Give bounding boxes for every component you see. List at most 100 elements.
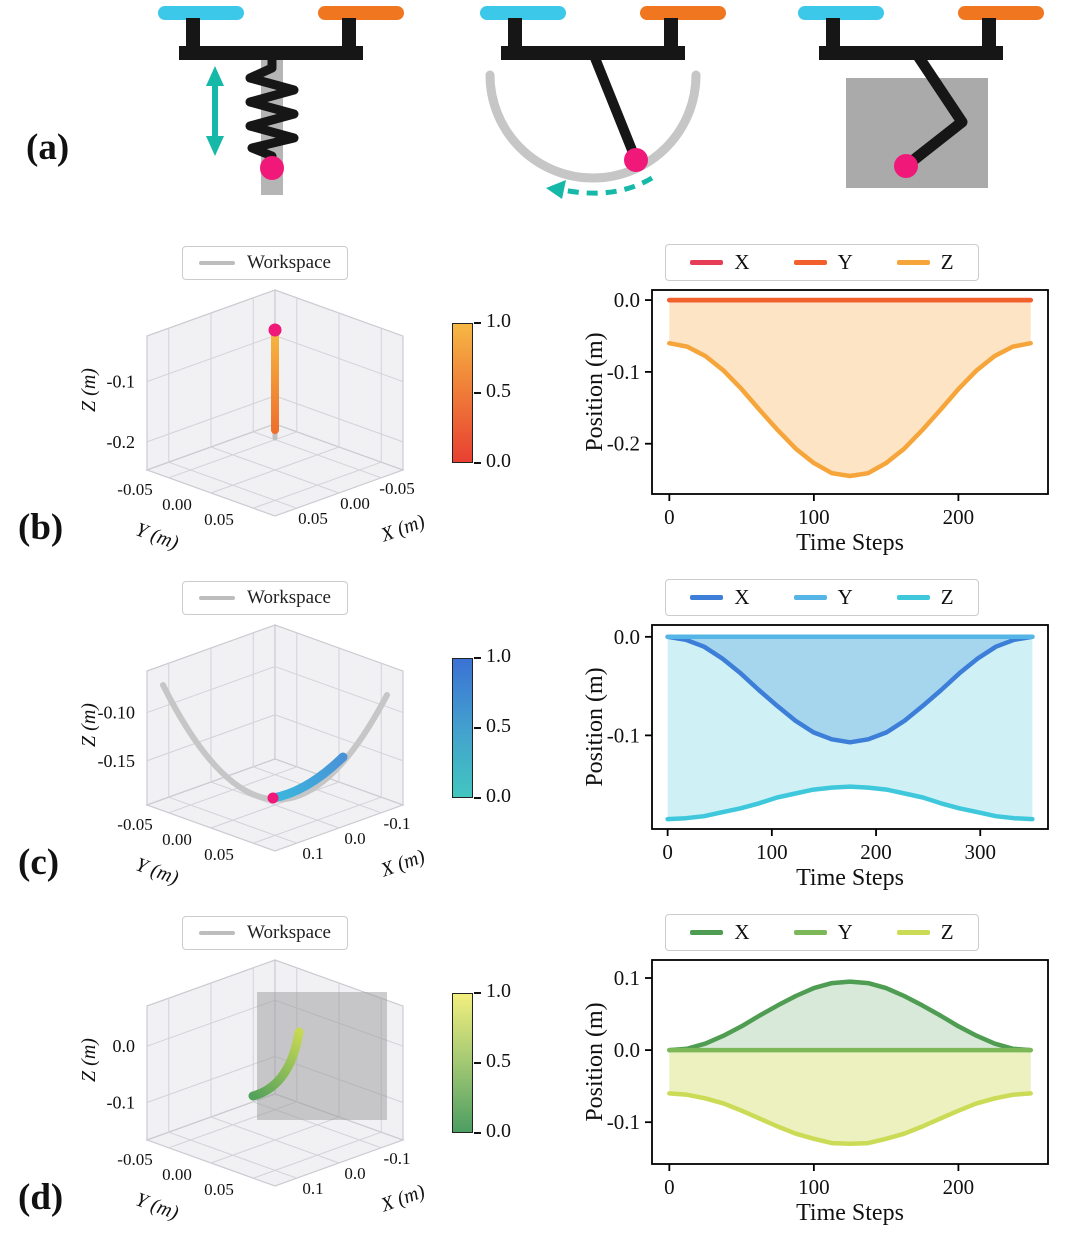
schematic-spring	[158, 6, 404, 195]
grid-line	[146, 999, 276, 1047]
z-tick-label: -0.1	[107, 372, 136, 392]
workspace-legend-wrap: Workspace	[75, 246, 455, 280]
x-axis-label: Time Steps	[796, 865, 904, 891]
panel-label-a: (a)	[26, 127, 70, 168]
colorbar-tick-label: 0.0	[486, 785, 511, 807]
colorbar-c: 1.0 0.5 0.0	[452, 645, 547, 808]
legend-entry-z: Z	[896, 250, 954, 275]
z-tick-label: -0.10	[98, 703, 136, 723]
y-tick-label: 0.0	[614, 288, 640, 312]
legend-line	[793, 260, 827, 265]
row-b: (b) Workspace -0.1 -0.2 -0.05 0.00 0.05 0.05 0…	[0, 238, 1080, 573]
timeseries-legend-c: X Y Z	[665, 579, 979, 616]
x-tick-label: 200	[860, 840, 892, 864]
y-tick-label: 0.00	[162, 1165, 192, 1184]
row-d: (d) Workspace 0.0 -0.1 -0.05 0.00 0.05 0.1 0.0…	[0, 908, 1080, 1234]
colorbar-tick-label: 0.0	[486, 1120, 511, 1142]
x-tick-label: -0.05	[379, 479, 414, 498]
x-tick-label: 0	[664, 505, 675, 529]
frame-stub-right	[664, 18, 678, 52]
grid-line	[146, 335, 276, 383]
z-tick-label: 0.0	[113, 1036, 136, 1056]
plot-frame	[651, 289, 1049, 495]
grid-line	[253, 1131, 382, 1179]
legend-label: Y	[837, 250, 853, 274]
colorbar-gradient	[452, 993, 473, 1133]
pendulum-rod	[588, 48, 641, 165]
y-tick-label: -0.05	[117, 815, 152, 834]
y-axis-label: Y (m)	[133, 519, 182, 555]
workspace-legend-line	[199, 261, 236, 265]
timeseries-chart-b: 0 100 200 0.0 -0.1 -0.2 Time Steps Position (m)	[582, 288, 1049, 556]
colorbar-tick	[474, 1062, 481, 1064]
colorbar-b: 1.0 0.5 0.0	[452, 310, 547, 473]
legend-label: X	[734, 920, 750, 944]
colorbar-d: 1.0 0.5 0.0	[452, 980, 547, 1143]
legend-label: X	[734, 585, 750, 609]
workspace-legend-label: Workspace	[247, 922, 331, 943]
y-tick-label: -0.1	[607, 723, 640, 747]
end-effector-marker	[894, 154, 918, 178]
plot-frame	[651, 959, 1049, 1165]
z-tick-label: -0.2	[107, 432, 136, 452]
x-tick-label: 0	[662, 840, 673, 864]
workspace-legend-line	[199, 931, 236, 935]
timeseries-chart-c: 0 100 200 300 0.0 -0.1 Time Steps Position (m)	[582, 624, 1049, 891]
grid-line	[146, 1056, 276, 1103]
series-fill-z	[667, 636, 1033, 820]
colorbar-gradient	[452, 323, 473, 463]
legend-label: X	[734, 250, 750, 274]
colorbar-tick	[474, 727, 481, 729]
end-effector-marker	[260, 156, 284, 180]
y-tick-label: 0.1	[614, 966, 640, 990]
grid-line	[146, 395, 276, 443]
x-tick-label: 0.1	[302, 1179, 323, 1198]
x-tick-label: 0.05	[298, 509, 328, 528]
x-axis-label: X (m)	[377, 845, 428, 882]
y-tick-label: -0.05	[117, 1150, 152, 1169]
legend-line	[896, 930, 930, 935]
legend-label: Z	[940, 585, 954, 609]
y-tick-label: 0.05	[204, 510, 234, 529]
colorbar-tick-label: 1.0	[486, 980, 511, 1002]
colorbar-tick	[474, 322, 481, 324]
workspace-legend-label: Workspace	[247, 252, 331, 273]
grid-line	[146, 714, 276, 762]
x-tick-label: 0	[664, 1175, 675, 1199]
legend-line	[690, 260, 724, 265]
swing-arrow-shaft	[562, 175, 654, 196]
gripper-bar-cyan	[480, 6, 566, 20]
legend-label: Z	[940, 250, 954, 274]
timeseries-chart-d: 0 100 200 0.1 0.0 -0.1 Time Steps Position (m)	[582, 959, 1049, 1226]
series-fill-x	[669, 981, 1031, 1051]
gripper-bar-cyan	[798, 6, 884, 20]
gripper-bar-cyan	[158, 6, 244, 20]
workspace-legend-line	[199, 596, 236, 600]
y-tick-label: -0.1	[607, 360, 640, 384]
colorbar-tick	[474, 797, 481, 799]
workspace-legend-wrap: Workspace	[75, 581, 455, 615]
y-tick-label: 0.0	[614, 625, 640, 649]
x-tick-label: 0.00	[340, 494, 370, 513]
grid-line	[253, 461, 382, 509]
legend-line	[690, 930, 724, 935]
x-tick-label: 200	[943, 1175, 975, 1199]
series-line-z	[667, 340, 1033, 479]
legend-line	[793, 930, 827, 935]
plot3d-b: -0.1 -0.2 -0.05 0.00 0.05 0.05 0.00 -0.05 Z (m) Y…	[78, 289, 428, 555]
plot3d-d: 0.0 -0.1 -0.05 0.00 0.05 0.1 0.0 -0.1 Z (m) Y (m)…	[78, 959, 428, 1224]
legend-entry-x: X	[690, 250, 750, 275]
series-fill-x	[667, 636, 1033, 743]
colorbar-tick-label: 0.5	[486, 1050, 511, 1072]
gripper-bar-orange	[958, 6, 1044, 20]
schematic-pendulum	[480, 6, 726, 199]
z-axis-label: Z (m)	[78, 368, 100, 412]
frame-stub-left	[186, 18, 200, 52]
x-tick-label: 100	[756, 840, 788, 864]
colorbar-gradient	[452, 658, 473, 798]
spring-icon	[245, 55, 299, 161]
x-tick-label: 200	[943, 505, 975, 529]
series-line-z	[665, 784, 1035, 822]
schematics-row: (a)	[0, 0, 1080, 238]
colorbar-tick	[474, 462, 481, 464]
